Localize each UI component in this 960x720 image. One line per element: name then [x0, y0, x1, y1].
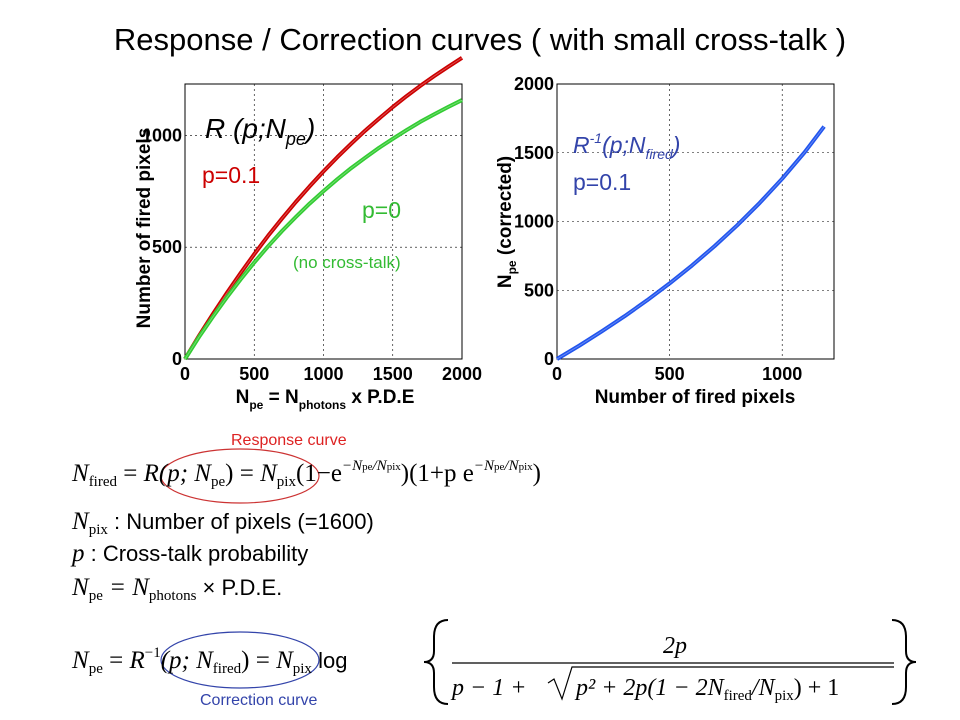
green-series-note: (no cross-talk) [293, 253, 401, 272]
right-y-tick-label: 2000 [514, 74, 554, 94]
left-x-axis-label: Npe = Nphotons x P.D.E [236, 387, 415, 412]
left-x-tick-label: 0 [180, 364, 190, 384]
right-brace [891, 619, 917, 705]
response-curve-label: Response curve [231, 432, 347, 449]
left-series-line [183, 56, 464, 361]
f1-close: ) [532, 460, 541, 487]
fraction-numerator: 2p [663, 633, 687, 659]
left-x-tick-label: 1500 [373, 364, 413, 384]
response-formula: Nfired = R(p; Npe) = Npix(1−e−Npe/Npix)(… [72, 458, 541, 491]
right-p-label: p=0.1 [573, 169, 631, 195]
correction-curve-highlight [160, 631, 320, 689]
right-ticks: 0 500 1000 0 500 1000 1500 2000 [514, 74, 834, 384]
right-y-tick-label: 1500 [514, 143, 554, 163]
red-series-label: p=0.1 [202, 162, 260, 188]
right-function-label: R-1(p;Nfired) [573, 130, 680, 162]
sqrt-sign [547, 666, 894, 701]
right-series-line [555, 125, 826, 361]
left-y-tick-label: 0 [172, 349, 182, 369]
f1-r-close: ) [225, 460, 234, 487]
fraction-denominator-root: p² + 2p(1 − 2Nfired/Npix) + 1 [574, 675, 839, 704]
correction-curve-label: Correction curve [200, 692, 317, 709]
left-ticks: 0 500 1000 1500 2000 0 500 1000 [142, 84, 482, 384]
definition-npe: Npe = Nphotons × P.D.E. [72, 574, 283, 604]
left-y-tick-label: 1000 [142, 125, 182, 145]
correction-chart: 0 500 1000 0 500 1000 1500 2000 Number of fired… [495, 74, 835, 408]
f1-npix: N [260, 460, 277, 487]
f1-eq: = [123, 460, 138, 487]
left-x-tick-label: 1000 [303, 364, 343, 384]
left-series [183, 56, 464, 361]
f1-r-sub: pe [210, 474, 226, 490]
green-series-label: p=0 [362, 197, 401, 223]
right-x-tick-label: 0 [552, 364, 562, 384]
f1-r: R(p; N [143, 460, 211, 487]
right-series-highlight [556, 126, 825, 360]
definition-p: p : Cross-talk probability [72, 540, 309, 567]
right-y-tick-label: 0 [544, 349, 554, 369]
left-y-axis-label: Number of fired pixels [134, 128, 155, 329]
right-y-tick-label: 1000 [514, 212, 554, 232]
left-y-tick-label: 500 [152, 237, 182, 257]
left-series-highlight [184, 99, 463, 360]
right-y-axis-label: Npe (corrected) [495, 156, 519, 288]
f1-exp2: −Npe/Npix [473, 458, 533, 474]
page-title: Response / Correction curves ( with smal… [113, 22, 847, 57]
left-brace [423, 619, 449, 705]
correction-formula: Npe = R−1(p; Nfired) = Npix log [72, 645, 348, 677]
f1-lhs: N [72, 460, 89, 487]
f1-part2: )(1+p e [400, 460, 474, 487]
f1-eq2: = [239, 460, 254, 487]
response-chart: 0 500 1000 1500 2000 0 500 1000 Number of fired… [134, 56, 482, 412]
left-function-label: R (p;Npe) [205, 113, 315, 149]
definition-npix: Npix : Number of pixels (=1600) [72, 508, 374, 538]
right-x-axis-label: Number of fired pixels [595, 387, 796, 408]
right-x-tick-label: 1000 [762, 364, 802, 384]
left-series-highlight [184, 57, 463, 360]
log-argument: 2p p − 1 + p² + 2p(1 − 2Nfired/Npix) + 1 [423, 619, 917, 705]
f1-part1: (1−e [295, 460, 342, 487]
left-x-tick-label: 2000 [442, 364, 482, 384]
right-y-tick-label: 500 [524, 280, 554, 300]
f1-npix-sub: pix [276, 474, 296, 490]
fraction-denominator-a: p − 1 + [450, 675, 526, 701]
f1-exp: −Npe/Npix [341, 458, 401, 474]
response-curve-highlight [160, 448, 320, 504]
right-series [555, 125, 826, 361]
left-x-tick-label: 500 [239, 364, 269, 384]
f1-lhs-sub: fired [88, 474, 118, 490]
left-series-line [183, 98, 463, 361]
right-x-tick-label: 500 [655, 364, 685, 384]
